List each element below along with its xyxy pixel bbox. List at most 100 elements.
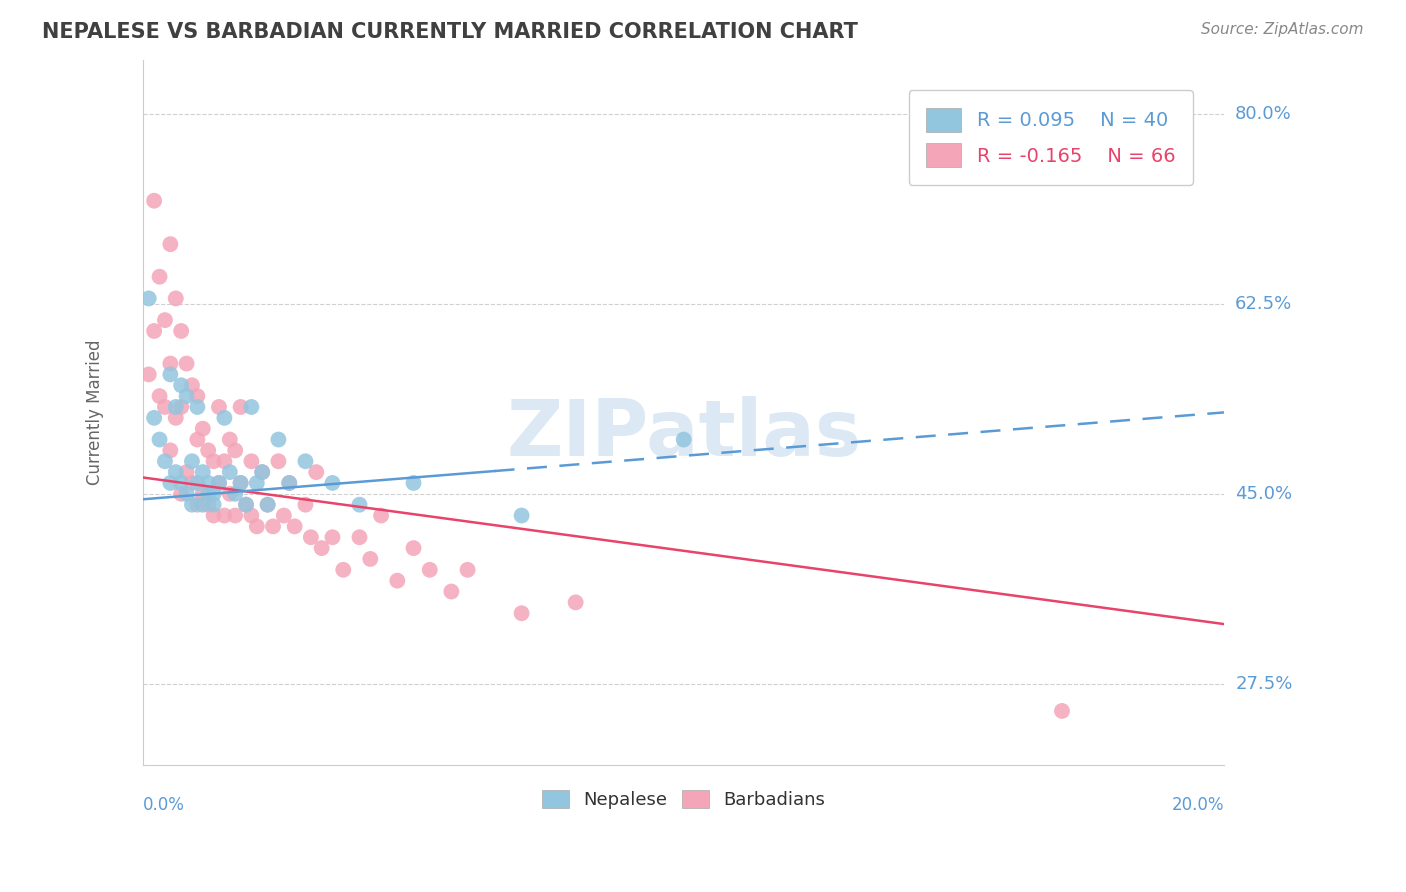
Point	[284, 519, 307, 533]
Point	[294, 454, 316, 468]
Point	[181, 498, 204, 512]
Point	[224, 487, 246, 501]
Point	[159, 368, 181, 382]
Point	[138, 368, 160, 382]
Point	[181, 454, 204, 468]
Point	[321, 530, 343, 544]
Point	[176, 389, 198, 403]
Point	[165, 292, 187, 306]
Point	[202, 508, 225, 523]
Point	[240, 508, 263, 523]
Point	[229, 400, 252, 414]
Point	[214, 410, 236, 425]
Point	[321, 475, 343, 490]
Point	[165, 400, 187, 414]
Point	[197, 475, 219, 490]
Point	[229, 475, 252, 490]
Text: ZIPatlas: ZIPatlas	[506, 395, 862, 472]
Point	[235, 498, 257, 512]
Point	[170, 487, 193, 501]
Point	[197, 487, 219, 501]
Point	[218, 433, 240, 447]
Text: 45.0%: 45.0%	[1236, 485, 1292, 503]
Text: 80.0%: 80.0%	[1236, 105, 1292, 123]
Point	[208, 400, 231, 414]
Point	[176, 465, 198, 479]
Point	[181, 475, 204, 490]
Point	[419, 563, 441, 577]
Point	[402, 475, 425, 490]
Point	[370, 508, 392, 523]
Point	[299, 530, 322, 544]
Point	[159, 475, 181, 490]
Point	[170, 378, 193, 392]
Text: 27.5%: 27.5%	[1236, 674, 1292, 693]
Point	[214, 508, 236, 523]
Text: Source: ZipAtlas.com: Source: ZipAtlas.com	[1201, 22, 1364, 37]
Point	[672, 433, 695, 447]
Point	[191, 422, 214, 436]
Point	[235, 498, 257, 512]
Text: Currently Married: Currently Married	[86, 340, 104, 485]
Point	[153, 454, 176, 468]
Legend: Nepalese, Barbadians: Nepalese, Barbadians	[534, 782, 832, 816]
Point	[208, 475, 231, 490]
Point	[305, 465, 328, 479]
Point	[170, 324, 193, 338]
Point	[256, 498, 278, 512]
Point	[218, 465, 240, 479]
Point	[186, 475, 208, 490]
Point	[165, 465, 187, 479]
Point	[186, 498, 208, 512]
Point	[262, 519, 284, 533]
Text: 0.0%: 0.0%	[143, 796, 186, 814]
Point	[224, 508, 246, 523]
Point	[349, 498, 371, 512]
Point	[191, 465, 214, 479]
Point	[176, 487, 198, 501]
Point	[278, 475, 301, 490]
Point	[332, 563, 354, 577]
Point	[402, 541, 425, 555]
Point	[218, 487, 240, 501]
Text: 62.5%: 62.5%	[1236, 295, 1292, 313]
Point	[267, 433, 290, 447]
Point	[240, 454, 263, 468]
Point	[197, 443, 219, 458]
Point	[359, 552, 381, 566]
Point	[510, 606, 533, 620]
Point	[440, 584, 463, 599]
Point	[159, 357, 181, 371]
Point	[153, 313, 176, 327]
Point	[148, 269, 170, 284]
Point	[202, 487, 225, 501]
Point	[387, 574, 409, 588]
Point	[246, 475, 269, 490]
Point	[176, 357, 198, 371]
Point	[148, 389, 170, 403]
Point	[191, 487, 214, 501]
Point	[278, 475, 301, 490]
Point	[224, 443, 246, 458]
Point	[170, 400, 193, 414]
Point	[186, 389, 208, 403]
Point	[191, 498, 214, 512]
Point	[138, 292, 160, 306]
Point	[165, 410, 187, 425]
Point	[148, 433, 170, 447]
Point	[311, 541, 333, 555]
Point	[186, 400, 208, 414]
Point	[457, 563, 479, 577]
Point	[510, 508, 533, 523]
Point	[256, 498, 278, 512]
Point	[143, 324, 166, 338]
Text: NEPALESE VS BARBADIAN CURRENTLY MARRIED CORRELATION CHART: NEPALESE VS BARBADIAN CURRENTLY MARRIED …	[42, 22, 858, 42]
Point	[153, 400, 176, 414]
Point	[267, 454, 290, 468]
Point	[202, 454, 225, 468]
Point	[564, 595, 586, 609]
Point	[170, 475, 193, 490]
Point	[181, 378, 204, 392]
Point	[349, 530, 371, 544]
Point	[159, 237, 181, 252]
